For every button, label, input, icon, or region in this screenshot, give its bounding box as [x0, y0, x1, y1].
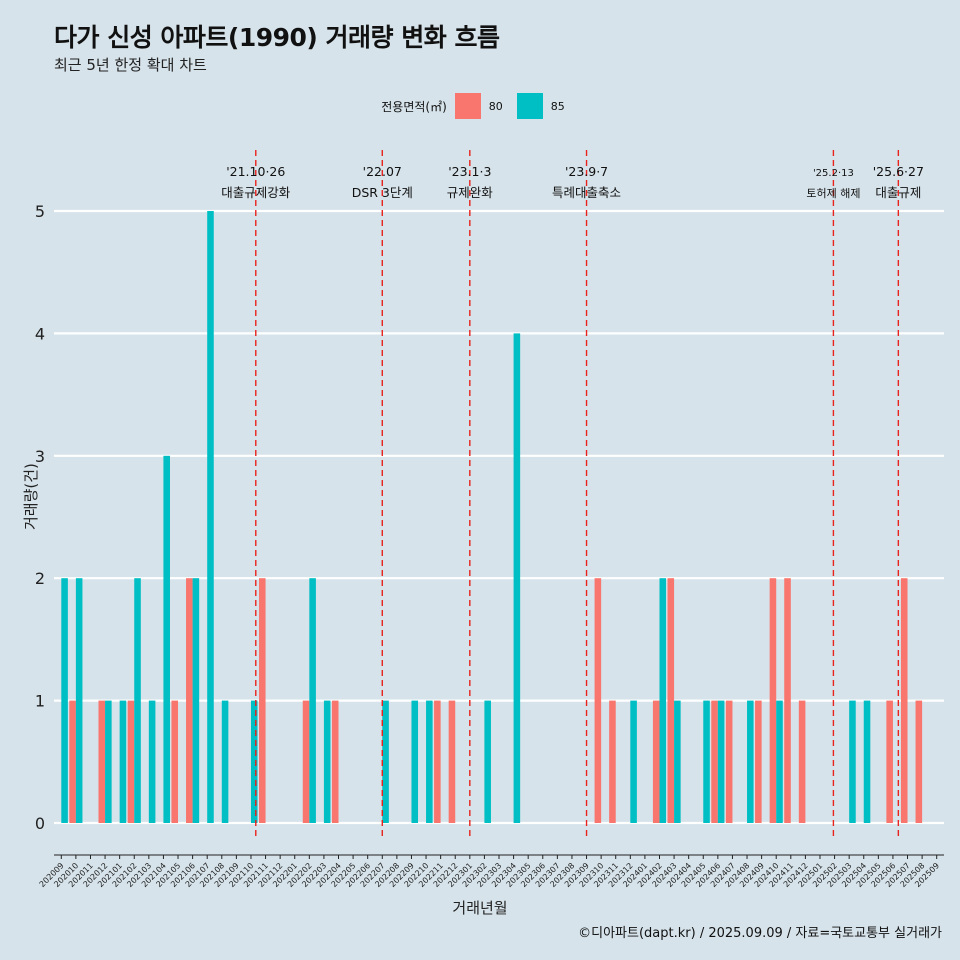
bar-80-202402 [652, 700, 660, 823]
legend-label-80: 80 [488, 99, 503, 113]
y-tick-label-5: 5 [35, 202, 45, 221]
bar-80-202411 [784, 578, 791, 823]
event-label-2: 규제완화 [447, 185, 494, 200]
bar-85-202202 [309, 578, 316, 823]
event-date-3: '23.9·7 [565, 164, 608, 179]
bar-85-202203 [323, 700, 331, 823]
event-label-1: DSR 3단계 [352, 185, 413, 200]
bar-85-202403 [674, 700, 681, 823]
bar-85-202103 [148, 700, 156, 823]
event-date-2: '23.1·3 [448, 164, 491, 179]
bar-85-202108 [221, 700, 229, 823]
event-date-4: '25.2·13 [813, 168, 854, 179]
legend-item-80: 80 [454, 93, 511, 119]
bar-80-202409 [755, 700, 762, 823]
event-label-5: 대출규제 [875, 185, 921, 200]
bar-80-202407 [725, 700, 733, 823]
event-date-5: '25.6·27 [873, 164, 924, 179]
bar-85-202104 [163, 455, 170, 823]
bar-80-202204 [331, 700, 339, 823]
legend-label-85: 85 [550, 99, 565, 113]
chart-subtitle: 최근 5년 한정 확대 차트 [54, 56, 207, 74]
y-tick-label-2: 2 [35, 569, 45, 588]
bar-80-202403 [667, 578, 675, 823]
legend-item-85: 85 [516, 93, 573, 119]
bar-80-202310 [594, 578, 602, 823]
bar-85-202207 [382, 700, 389, 823]
bar-80-202010 [69, 700, 76, 823]
bar-80-202105 [171, 700, 179, 823]
bar-80-202102 [127, 700, 135, 823]
bar-85-202503 [849, 700, 856, 823]
bar-80-202507 [900, 578, 908, 823]
bar-80-202311 [609, 700, 616, 823]
bar-85-202210 [426, 700, 433, 823]
y-tick-label-0: 0 [35, 814, 45, 833]
bar-80-202111 [258, 578, 266, 823]
bar-80-202211 [434, 700, 441, 823]
bar-85-202410 [776, 700, 783, 823]
bar-85-202107 [207, 211, 214, 823]
y-tick-label-4: 4 [35, 324, 45, 343]
bar-85-202405 [703, 700, 710, 823]
bar-85-202209 [411, 700, 419, 823]
bar-85-202010 [75, 578, 83, 823]
event-date-1: '22.07 [363, 164, 402, 179]
event-date-0: '21.10·26 [226, 164, 285, 179]
bar-80-202106 [186, 578, 193, 823]
legend-swatch-85 [516, 93, 543, 119]
y-tick-label-3: 3 [35, 447, 45, 466]
bar-85-202312 [630, 700, 637, 823]
legend: 전용면적(㎡) 80 85 [0, 93, 960, 119]
y-axis-label: 거래량(건) [22, 463, 40, 530]
bar-80-202212 [448, 700, 456, 823]
event-label-3: 특례대출축소 [552, 185, 621, 200]
bar-80-202508 [915, 700, 923, 823]
bar-85-202304 [513, 333, 521, 823]
bar-80-202012 [98, 700, 106, 823]
event-label-0: 대출규제강화 [221, 185, 291, 200]
bar-85-202402 [659, 578, 667, 823]
bar-85-202102 [134, 578, 141, 823]
bar-85-202302 [484, 700, 491, 823]
source-caption: ©디아파트(dapt.kr) / 2025.09.09 / 자료=국토교통부 실… [578, 926, 942, 941]
legend-title: 전용면적(㎡) [381, 99, 447, 114]
x-axis-label: 거래년월 [452, 899, 508, 917]
bar-80-202506 [886, 700, 893, 823]
bar-80-202202 [302, 700, 310, 823]
event-label-4: 토허제 해제 [806, 186, 860, 200]
y-tick-label-1: 1 [35, 692, 45, 711]
legend-swatch-80 [454, 93, 481, 119]
chart-title: 다가 신성 아파트(1990) 거래량 변화 흐름 [54, 23, 500, 52]
bar-80-202410 [769, 578, 777, 823]
bar-85-202012 [105, 700, 112, 823]
bar-80-202412 [798, 700, 806, 823]
bar-80-202406 [711, 700, 718, 823]
bar-85-202504 [863, 700, 871, 823]
bar-85-202009 [61, 578, 68, 823]
bar-85-202408 [747, 700, 754, 823]
bar-85-202101 [119, 700, 127, 823]
bar-85-202110 [250, 700, 258, 823]
bar-85-202406 [717, 700, 725, 823]
bar-85-202106 [192, 578, 200, 823]
